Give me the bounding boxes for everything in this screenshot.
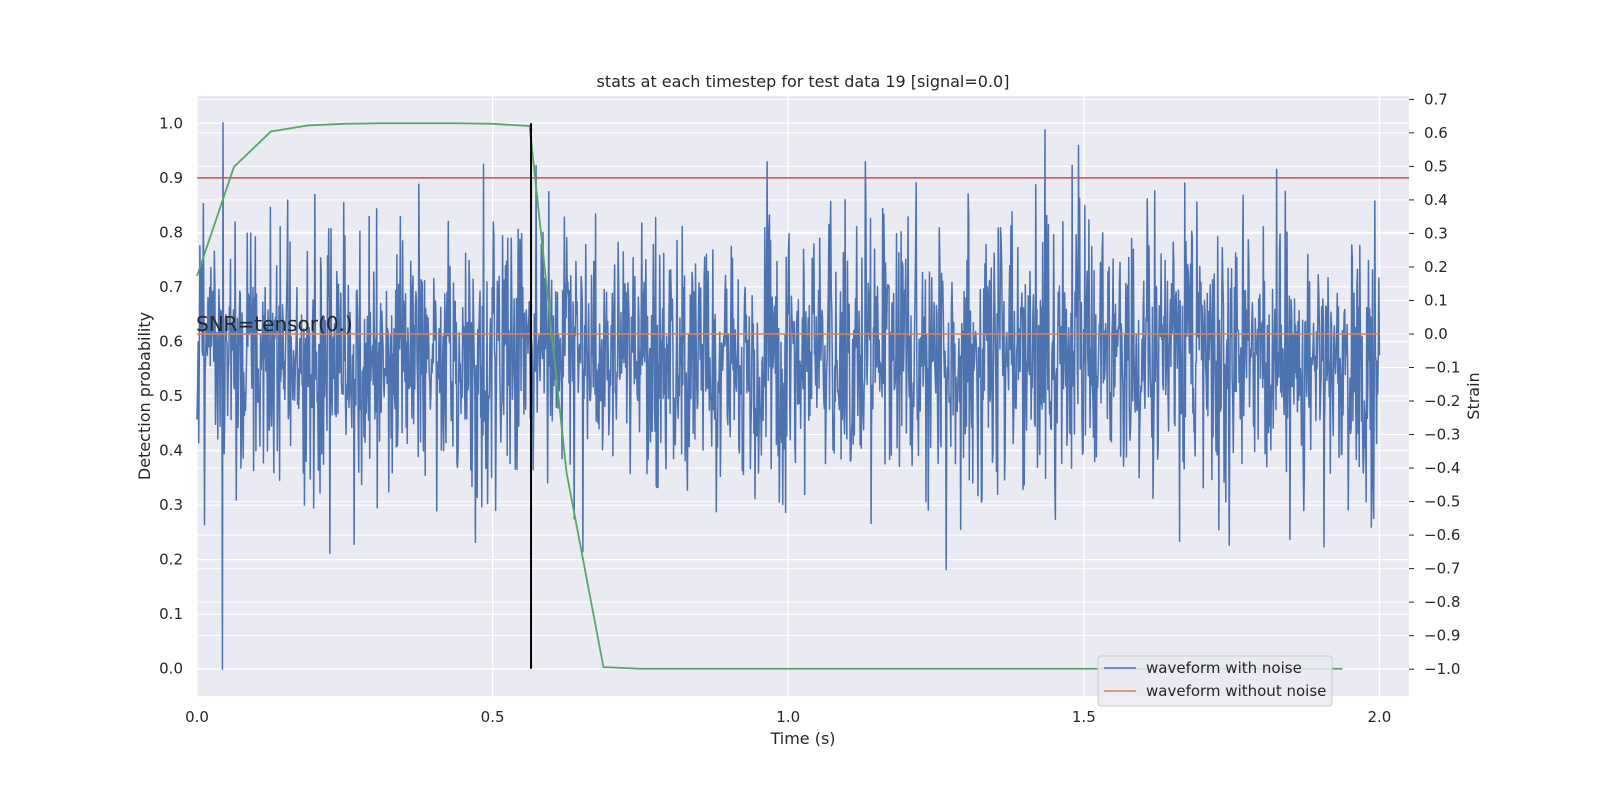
- snr-annotation: SNR=tensor(0.): [196, 312, 353, 336]
- x-tick-label: 2.0: [1368, 708, 1392, 726]
- x-tick-label: 1.0: [776, 708, 800, 726]
- y-axis-label: Detection probability: [135, 312, 154, 480]
- y2-tick-label: 0.1: [1424, 291, 1448, 309]
- y-tick-label: 0.6: [159, 332, 183, 350]
- y2-tick-label: −0.1: [1424, 359, 1460, 377]
- x-tick-label: 0.0: [185, 708, 209, 726]
- y2-tick-label: −0.2: [1424, 392, 1460, 410]
- y-tick-label: 0.5: [159, 387, 183, 405]
- y2-tick-label: 0.3: [1424, 224, 1448, 242]
- y-tick-label: 0.0: [159, 660, 183, 678]
- y-tick-label: 0.7: [159, 278, 183, 296]
- y-tick-label: 1.0: [159, 114, 183, 132]
- y-tick-label: 0.9: [159, 169, 183, 187]
- x-tick-label: 1.5: [1072, 708, 1096, 726]
- y2-axis-label: Strain: [1464, 372, 1483, 419]
- chart-title: stats at each timestep for test data 19 …: [597, 72, 1010, 91]
- y-tick-label: 0.3: [159, 496, 183, 514]
- legend-box: [1097, 655, 1333, 707]
- y2-tick-label: 0.2: [1424, 258, 1448, 276]
- y-tick-label: 0.8: [159, 223, 183, 241]
- x-axis-label: Time (s): [769, 729, 835, 748]
- y-tick-label: 0.2: [159, 551, 183, 569]
- y2-tick-label: 0.7: [1424, 90, 1448, 108]
- series-waveform-with-noise: [196, 122, 1381, 670]
- y2-tick-label: −0.9: [1424, 627, 1460, 645]
- y2-tick-label: −1.0: [1424, 660, 1460, 678]
- y2-tick-label: −0.6: [1424, 526, 1460, 544]
- y2-tick-label: −0.4: [1424, 459, 1460, 477]
- y2-tick-label: 0.6: [1424, 124, 1448, 142]
- y2-tick-label: −0.8: [1424, 593, 1460, 611]
- y2-tick-label: 0.4: [1424, 191, 1448, 209]
- legend-label-waveform-without-noise: waveform without noise: [1146, 682, 1326, 700]
- axes: 0.0 0.5 1.0 1.5 2.0 0.0 0.1 0.2 0.3 0.4 0.5 0.6 0.7 0…: [159, 90, 1460, 726]
- x-tick-label: 0.5: [481, 708, 505, 726]
- y2-tick-label: 0.5: [1424, 157, 1448, 175]
- y2-tick-label: 0.0: [1424, 325, 1448, 343]
- y-tick-label: 0.4: [159, 442, 183, 460]
- y2-tick-label: −0.5: [1424, 493, 1460, 511]
- y2-tick-label: −0.3: [1424, 426, 1460, 444]
- legend-label-waveform-with-noise: waveform with noise: [1146, 659, 1302, 677]
- legend: waveform with noise waveform without noi…: [1097, 655, 1333, 707]
- y-tick-label: 0.1: [159, 605, 183, 623]
- y2-tick-label: −0.7: [1424, 560, 1460, 578]
